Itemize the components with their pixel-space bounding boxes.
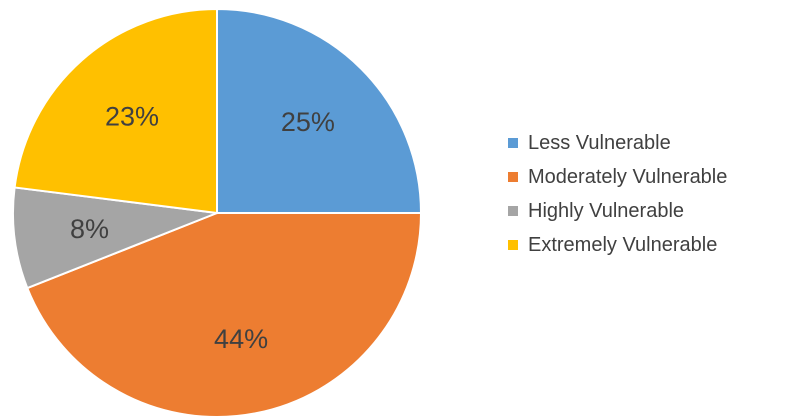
data-label-less-vulnerable: 25%	[281, 107, 335, 137]
legend-label: Highly Vulnerable	[528, 199, 685, 222]
legend-swatch	[508, 206, 518, 216]
data-label-highly-vulnerable: 8%	[70, 214, 109, 244]
legend-label: Less Vulnerable	[528, 131, 671, 154]
legend-item: Less Vulnerable	[508, 126, 727, 160]
legend-swatch	[508, 138, 518, 148]
legend-swatch	[508, 240, 518, 250]
data-label-moderately-vulnerable: 44%	[214, 324, 268, 354]
pie-labels: 25% 44% 8% 23%	[70, 102, 335, 355]
legend: Less Vulnerable Moderately Vulnerable High…	[508, 126, 727, 262]
pie-slice-moderately-vulnerable	[26, 212, 423, 418]
legend-item: Extremely Vulnerable	[508, 228, 727, 262]
pie-slice-less-vulnerable	[216, 7, 423, 214]
legend-item: Highly Vulnerable	[508, 194, 727, 228]
legend-label: Moderately Vulnerable	[528, 165, 728, 188]
pie-slices	[12, 7, 423, 418]
legend-swatch	[508, 172, 518, 182]
legend-label: Extremely Vulnerable	[528, 233, 718, 256]
data-label-extremely-vulnerable: 23%	[105, 102, 159, 132]
pie-slice-extremely-vulnerable	[13, 7, 218, 215]
legend-item: Moderately Vulnerable	[508, 160, 727, 194]
pie-slice-highly-vulnerable	[12, 186, 218, 290]
